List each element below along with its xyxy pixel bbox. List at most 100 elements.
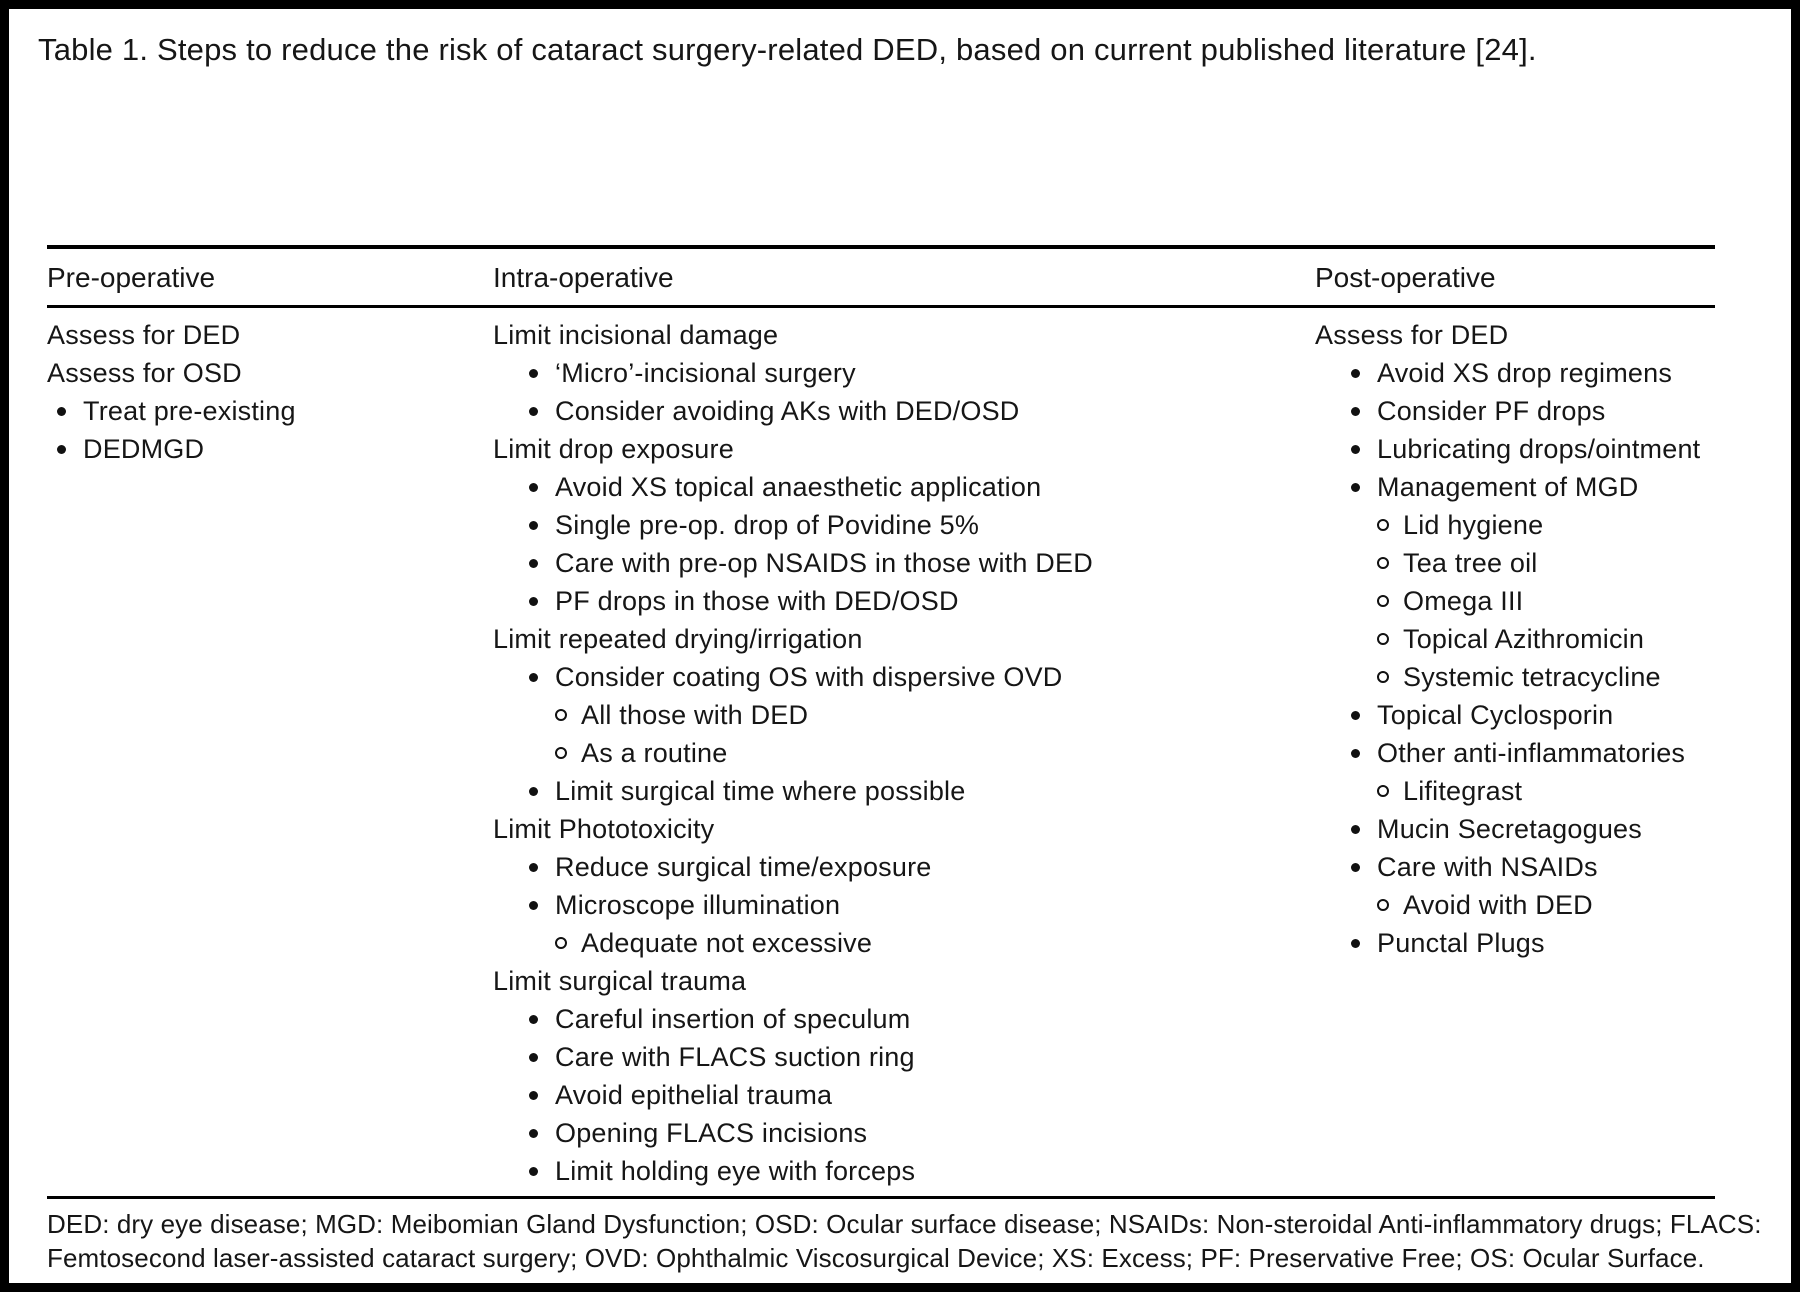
list-item: Topical Cyclosporin	[1315, 696, 1715, 734]
column-pre-operative: Assess for DED Assess for OSD Treat pre-ex…	[47, 316, 493, 1190]
footnote-line: DED: dry eye disease; MGD: Meibomian Gla…	[47, 1209, 1762, 1239]
list-item-text: Consider PF drops	[1377, 395, 1606, 426]
list-item: Lid hygiene	[1315, 506, 1715, 544]
list-item: Limit drop exposure	[493, 430, 1315, 468]
list-item-text: PF drops in those with DED/OSD	[555, 585, 959, 616]
list-item: Reduce surgical time/exposure	[493, 848, 1315, 886]
bullet-icon	[1351, 749, 1377, 758]
list-item-text: Assess for DED	[1315, 319, 1509, 350]
bullet-icon	[529, 901, 555, 910]
list-item-text: Mucin Secretagogues	[1377, 813, 1642, 844]
list-item: Lifitegrast	[1315, 772, 1715, 810]
list-item-text: All those with DED	[581, 699, 809, 730]
bullet-icon	[1351, 825, 1377, 834]
list-item: Microscope illumination	[493, 886, 1315, 924]
list-item-text: Limit repeated drying/irrigation	[493, 623, 863, 654]
list-item-text: Topical Azithromicin	[1403, 623, 1645, 654]
list-item-text: Single pre-op. drop of Povidine 5%	[555, 509, 980, 540]
column-post-operative: Assess for DED Avoid XS drop regimens Cons…	[1315, 316, 1715, 1190]
bullet-icon	[529, 1129, 555, 1138]
list-item-text: Lubricating drops/ointment	[1377, 433, 1701, 464]
bullet-icon	[1351, 711, 1377, 720]
bullet-icon	[529, 483, 555, 492]
list-item: Careful insertion of speculum	[493, 1000, 1315, 1038]
list-item-text: ‘Micro’-incisional surgery	[555, 357, 856, 388]
list-item: Topical Azithromicin	[1315, 620, 1715, 658]
list-item-text: Microscope illumination	[555, 889, 841, 920]
list-item-text: Care with NSAIDs	[1377, 851, 1598, 882]
list-item-text: Topical Cyclosporin	[1377, 699, 1614, 730]
table: Pre-operative Intra-operative Post-opera…	[47, 245, 1715, 1199]
list-item: PF drops in those with DED/OSD	[493, 582, 1315, 620]
bullet-icon	[529, 369, 555, 378]
list-item-text: Care with FLACS suction ring	[555, 1041, 915, 1072]
list-item-text: Consider avoiding AKs with DED/OSD	[555, 395, 1020, 426]
footnote-line: Femtosecond laser-assisted cataract surg…	[47, 1243, 1705, 1273]
bullet-icon	[529, 787, 555, 796]
bullet-icon	[1351, 369, 1377, 378]
circle-icon	[1377, 633, 1403, 645]
list-item: Other anti-inflammatories	[1315, 734, 1715, 772]
list-item: Avoid XS topical anaesthetic application	[493, 468, 1315, 506]
list-item-text: Systemic tetracycline	[1403, 661, 1661, 692]
list-item-text: DEDMGD	[83, 433, 205, 464]
list-item: All those with DED	[493, 696, 1315, 734]
bullet-icon	[529, 559, 555, 568]
list-item-text: Management of MGD	[1377, 471, 1639, 502]
list-item: Assess for OSD	[47, 354, 493, 392]
list-item: Care with FLACS suction ring	[493, 1038, 1315, 1076]
circle-icon	[1377, 785, 1403, 797]
list-item: Limit surgical time where possible	[493, 772, 1315, 810]
circle-icon	[1377, 557, 1403, 569]
bullet-icon	[529, 597, 555, 606]
list-item: Single pre-op. drop of Povidine 5%	[493, 506, 1315, 544]
table-footnote: DED: dry eye disease; MGD: Meibomian Gla…	[47, 1199, 1762, 1275]
bullet-icon	[529, 521, 555, 530]
list-item-text: Limit drop exposure	[493, 433, 734, 464]
bullet-icon	[529, 1053, 555, 1062]
list-item: Avoid epithelial trauma	[493, 1076, 1315, 1114]
bullet-icon	[529, 1015, 555, 1024]
list-item: Management of MGD	[1315, 468, 1715, 506]
list-item-text: Treat pre-existing	[83, 395, 296, 426]
bullet-icon	[1351, 483, 1377, 492]
list-item: Lubricating drops/ointment	[1315, 430, 1715, 468]
bullet-icon	[529, 1167, 555, 1176]
list-item-text: Punctal Plugs	[1377, 927, 1545, 958]
list-item-text: Other anti-inflammatories	[1377, 737, 1686, 768]
list-item-text: Consider coating OS with dispersive OVD	[555, 661, 1063, 692]
list-item-text: Limit surgical trauma	[493, 965, 747, 996]
list-item: Tea tree oil	[1315, 544, 1715, 582]
list-item-text: As a routine	[581, 737, 728, 768]
bullet-icon	[1351, 445, 1377, 454]
list-item: Limit surgical trauma	[493, 962, 1315, 1000]
list-item: Adequate not excessive	[493, 924, 1315, 962]
circle-icon	[555, 937, 581, 949]
list-item: Consider avoiding AKs with DED/OSD	[493, 392, 1315, 430]
list-item-text: Limit Phototoxicity	[493, 813, 715, 844]
circle-icon	[1377, 899, 1403, 911]
column-intra-operative: Limit incisional damage ‘Micro’-incisiona…	[493, 316, 1315, 1190]
circle-icon	[555, 709, 581, 721]
column-header-pre-operative: Pre-operative	[47, 262, 216, 293]
list-item-text: Lifitegrast	[1403, 775, 1523, 806]
list-item: Limit holding eye with forceps	[493, 1152, 1315, 1190]
list-item-text: Adequate not excessive	[581, 927, 873, 958]
bullet-icon	[1351, 863, 1377, 872]
bullet-icon	[529, 673, 555, 682]
column-header-post-operative: Post-operative	[1315, 262, 1496, 293]
table-header-row: Pre-operative Intra-operative Post-opera…	[47, 245, 1715, 308]
list-item: As a routine	[493, 734, 1315, 772]
table-caption: Table 1. Steps to reduce the risk of cat…	[38, 32, 1537, 67]
list-item: Avoid XS drop regimens	[1315, 354, 1715, 392]
list-item: Consider coating OS with dispersive OVD	[493, 658, 1315, 696]
list-item-text: Reduce surgical time/exposure	[555, 851, 932, 882]
circle-icon	[1377, 671, 1403, 683]
list-item-text: Opening FLACS incisions	[555, 1117, 868, 1148]
list-item: Omega III	[1315, 582, 1715, 620]
list-item-text: Limit incisional damage	[493, 319, 779, 350]
list-item-text: Tea tree oil	[1403, 547, 1538, 578]
list-item-text: Lid hygiene	[1403, 509, 1544, 540]
list-item-text: Omega III	[1403, 585, 1524, 616]
